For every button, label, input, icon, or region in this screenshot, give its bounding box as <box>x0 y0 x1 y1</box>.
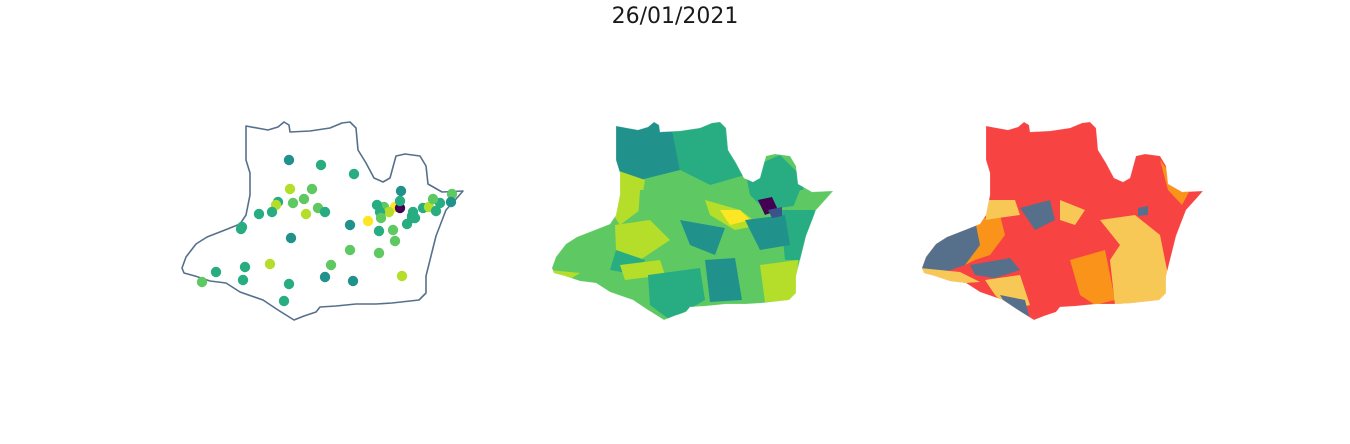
point-marker <box>264 258 276 270</box>
figure-title: 26/01/2021 <box>611 4 739 29</box>
choropleth-regions <box>552 122 833 320</box>
region-orange <box>1070 250 1115 305</box>
point-marker <box>285 232 297 244</box>
point-marker <box>239 261 251 273</box>
region-slate <box>970 258 1020 278</box>
state-outline <box>181 121 464 321</box>
point-marker <box>315 159 327 171</box>
point-marker <box>344 244 356 256</box>
region <box>670 122 745 185</box>
point-marker <box>266 206 278 218</box>
region-slate <box>1020 200 1055 230</box>
region-slate <box>1138 206 1148 216</box>
point-marker <box>210 266 222 278</box>
point-marker <box>348 168 360 180</box>
points-layer <box>196 154 458 307</box>
point-marker <box>283 154 295 166</box>
point-marker <box>283 278 295 290</box>
point-marker <box>319 271 331 283</box>
classified-panel <box>890 60 1250 380</box>
point-marker <box>395 185 407 197</box>
point-marker <box>394 195 406 207</box>
region-yellow <box>1060 200 1085 225</box>
point-marker <box>298 193 310 205</box>
point-marker <box>387 224 399 236</box>
point-marker <box>396 270 408 282</box>
point-map-panel <box>150 60 510 380</box>
point-marker <box>375 212 387 224</box>
point-marker <box>319 206 331 218</box>
point-marker <box>325 259 337 271</box>
region <box>705 258 742 302</box>
point-marker <box>430 205 442 217</box>
point-marker <box>383 206 395 218</box>
region-yellow <box>1100 215 1168 305</box>
region-yellow <box>986 200 1020 220</box>
point-marker <box>373 247 385 259</box>
classified-map <box>921 121 1204 321</box>
point-marker <box>300 208 312 220</box>
point-marker <box>362 215 374 227</box>
point-map <box>181 121 464 321</box>
region <box>760 260 798 302</box>
region <box>720 210 750 225</box>
choropleth-map <box>551 121 834 321</box>
point-marker <box>253 208 265 220</box>
classified-regions <box>922 122 1203 320</box>
region <box>610 122 680 180</box>
point-marker <box>278 295 290 307</box>
point-marker <box>284 183 296 195</box>
state-boundary <box>921 121 1204 321</box>
point-marker <box>445 196 457 208</box>
state-boundary <box>551 121 834 321</box>
region <box>768 207 782 218</box>
region <box>638 190 690 225</box>
region <box>615 220 670 260</box>
point-marker <box>409 212 421 224</box>
region <box>745 215 790 250</box>
point-marker <box>287 197 299 209</box>
point-marker <box>196 276 208 288</box>
point-marker <box>237 274 249 286</box>
point-marker <box>344 219 356 231</box>
region <box>680 220 725 255</box>
region-orange <box>965 215 1005 265</box>
point-marker <box>306 183 318 195</box>
point-marker <box>446 188 458 200</box>
point-marker <box>347 275 359 287</box>
point-marker <box>373 225 385 237</box>
point-marker <box>427 193 439 205</box>
choropleth-panel <box>520 60 880 380</box>
point-marker <box>389 235 401 247</box>
point-marker <box>236 221 248 233</box>
